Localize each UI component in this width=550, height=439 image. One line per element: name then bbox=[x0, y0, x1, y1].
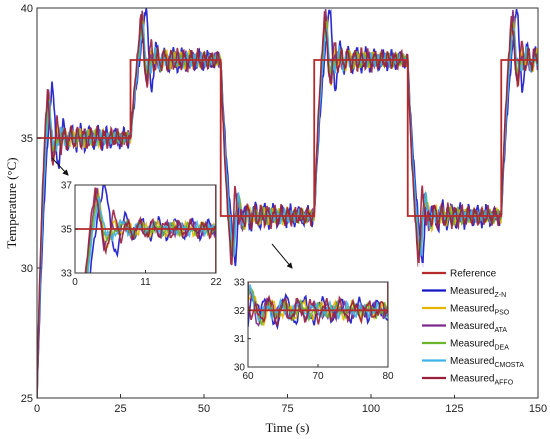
legend-label: MeasuredDEA bbox=[450, 339, 509, 352]
inset-y-tick-label: 32 bbox=[234, 306, 246, 317]
y-tick-label: 30 bbox=[21, 263, 33, 275]
inset-x-tick-label: 0 bbox=[72, 277, 78, 288]
inset-y-tick-label: 30 bbox=[234, 363, 246, 374]
legend: ReferenceMeasuredZ-NMeasuredPSOMeasuredA… bbox=[418, 263, 536, 395]
inset-x-tick-label: 80 bbox=[382, 371, 394, 382]
series-line-affo bbox=[37, 11, 538, 398]
inset-zoom-setpoint-drop: 60 70 80 30 31 32 33 bbox=[234, 278, 394, 383]
inset-y-tick-label: 35 bbox=[61, 225, 73, 236]
inset-y-tick-label: 37 bbox=[61, 181, 73, 192]
series-line-affo bbox=[248, 294, 388, 327]
inset-y-tick-label: 33 bbox=[61, 269, 73, 280]
series-line-affo bbox=[84, 187, 216, 273]
zoom-arrows bbox=[51, 157, 293, 269]
arrow-to-inset-1 bbox=[51, 157, 69, 176]
x-tick-label: 25 bbox=[114, 403, 126, 415]
x-axis-label: Time (s) bbox=[266, 420, 310, 435]
legend-label: Reference bbox=[450, 269, 497, 280]
reference-line bbox=[75, 185, 216, 273]
inset-x-tick-label: 60 bbox=[242, 371, 254, 382]
arrow-to-inset-2 bbox=[271, 243, 293, 269]
x-tick-label: 100 bbox=[362, 403, 380, 415]
x-tick-label: 75 bbox=[281, 403, 293, 415]
y-tick-label: 25 bbox=[21, 393, 33, 405]
inset-x-tick-label: 11 bbox=[140, 277, 151, 288]
main-plot-area bbox=[37, 8, 538, 398]
legend-label: MeasuredATA bbox=[450, 321, 507, 334]
y-tick-label: 40 bbox=[21, 3, 33, 15]
x-tick-label: 125 bbox=[445, 403, 463, 415]
x-tick-label: 0 bbox=[34, 403, 40, 415]
x-tick-label: 50 bbox=[198, 403, 210, 415]
inset-y-tick-label: 31 bbox=[234, 334, 246, 345]
x-tick-label: 150 bbox=[529, 403, 547, 415]
inset-x-tick-label: 70 bbox=[312, 371, 324, 382]
series-line-cmosta bbox=[248, 284, 388, 323]
inset-zoom-startup: 0 11 22 33 35 37 bbox=[61, 181, 222, 289]
y-axis-label: Temperature (°C) bbox=[4, 157, 19, 248]
inset-x-tick-label: 22 bbox=[210, 277, 222, 288]
legend-label: MeasuredZ-N bbox=[450, 286, 506, 299]
y-tick-label: 35 bbox=[21, 133, 33, 145]
inset-y-tick-label: 33 bbox=[234, 278, 246, 289]
reference-line bbox=[37, 59, 538, 217]
